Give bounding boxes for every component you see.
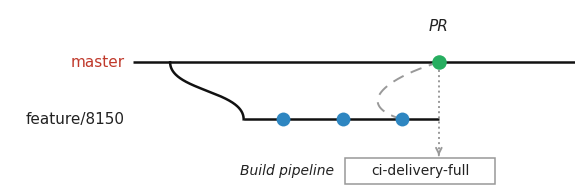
Text: ci-delivery-full: ci-delivery-full [372,164,469,178]
Text: Build pipeline: Build pipeline [240,164,334,178]
Text: feature/8150: feature/8150 [26,112,125,127]
Point [338,118,347,121]
FancyBboxPatch shape [346,158,495,184]
Text: master: master [71,55,125,70]
Point [434,61,444,64]
Text: PR: PR [429,19,449,34]
Point [397,118,407,121]
Point [279,118,288,121]
